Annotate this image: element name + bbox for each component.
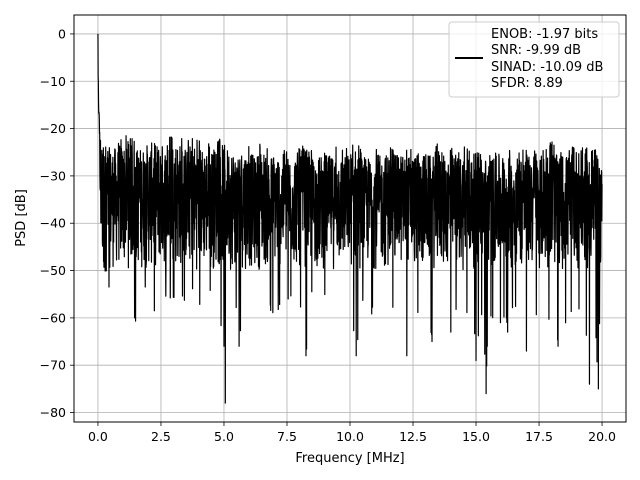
y-tick-label: −50 <box>40 263 66 278</box>
y-tick-label: −30 <box>40 168 66 183</box>
x-tick-label: 20.0 <box>588 429 616 444</box>
y-tick-label: 0 <box>58 26 66 41</box>
psd-series <box>97 33 603 404</box>
y-axis-ticks: 0 −10 −20 −30 −40 −50 −60 −70 −80 <box>40 26 74 420</box>
x-tick-label: 10.0 <box>336 429 364 444</box>
x-axis-ticks: 0.0 2.5 5.0 7.5 10.0 12.5 15.0 17.5 20.0 <box>88 422 616 444</box>
legend-snr: SNR: -9.99 dB <box>491 43 581 58</box>
psd-trace <box>97 33 603 404</box>
x-tick-label: 7.5 <box>277 429 297 444</box>
x-tick-label: 0.0 <box>88 429 108 444</box>
y-tick-label: −10 <box>40 74 66 89</box>
legend: ENOB: -1.97 bits SNR: -9.99 dB SINAD: -1… <box>448 21 620 98</box>
legend-enob: ENOB: -1.97 bits <box>491 27 598 42</box>
y-tick-label: −80 <box>40 405 66 420</box>
x-axis-label: Frequency [MHz] <box>295 451 404 466</box>
x-tick-label: 15.0 <box>462 429 490 444</box>
legend-sfdr: SFDR: 8.89 <box>491 76 563 91</box>
y-tick-label: −60 <box>40 310 66 325</box>
x-tick-label: 5.0 <box>214 429 234 444</box>
x-tick-label: 2.5 <box>151 429 171 444</box>
y-tick-label: −40 <box>40 216 66 231</box>
y-tick-label: −70 <box>40 358 66 373</box>
y-axis-label: PSD [dB] <box>14 189 29 247</box>
x-tick-label: 17.5 <box>525 429 553 444</box>
legend-sinad: SINAD: -10.09 dB <box>491 60 603 75</box>
legend-box <box>448 21 620 98</box>
x-tick-label: 12.5 <box>399 429 427 444</box>
y-tick-label: −20 <box>40 121 66 136</box>
